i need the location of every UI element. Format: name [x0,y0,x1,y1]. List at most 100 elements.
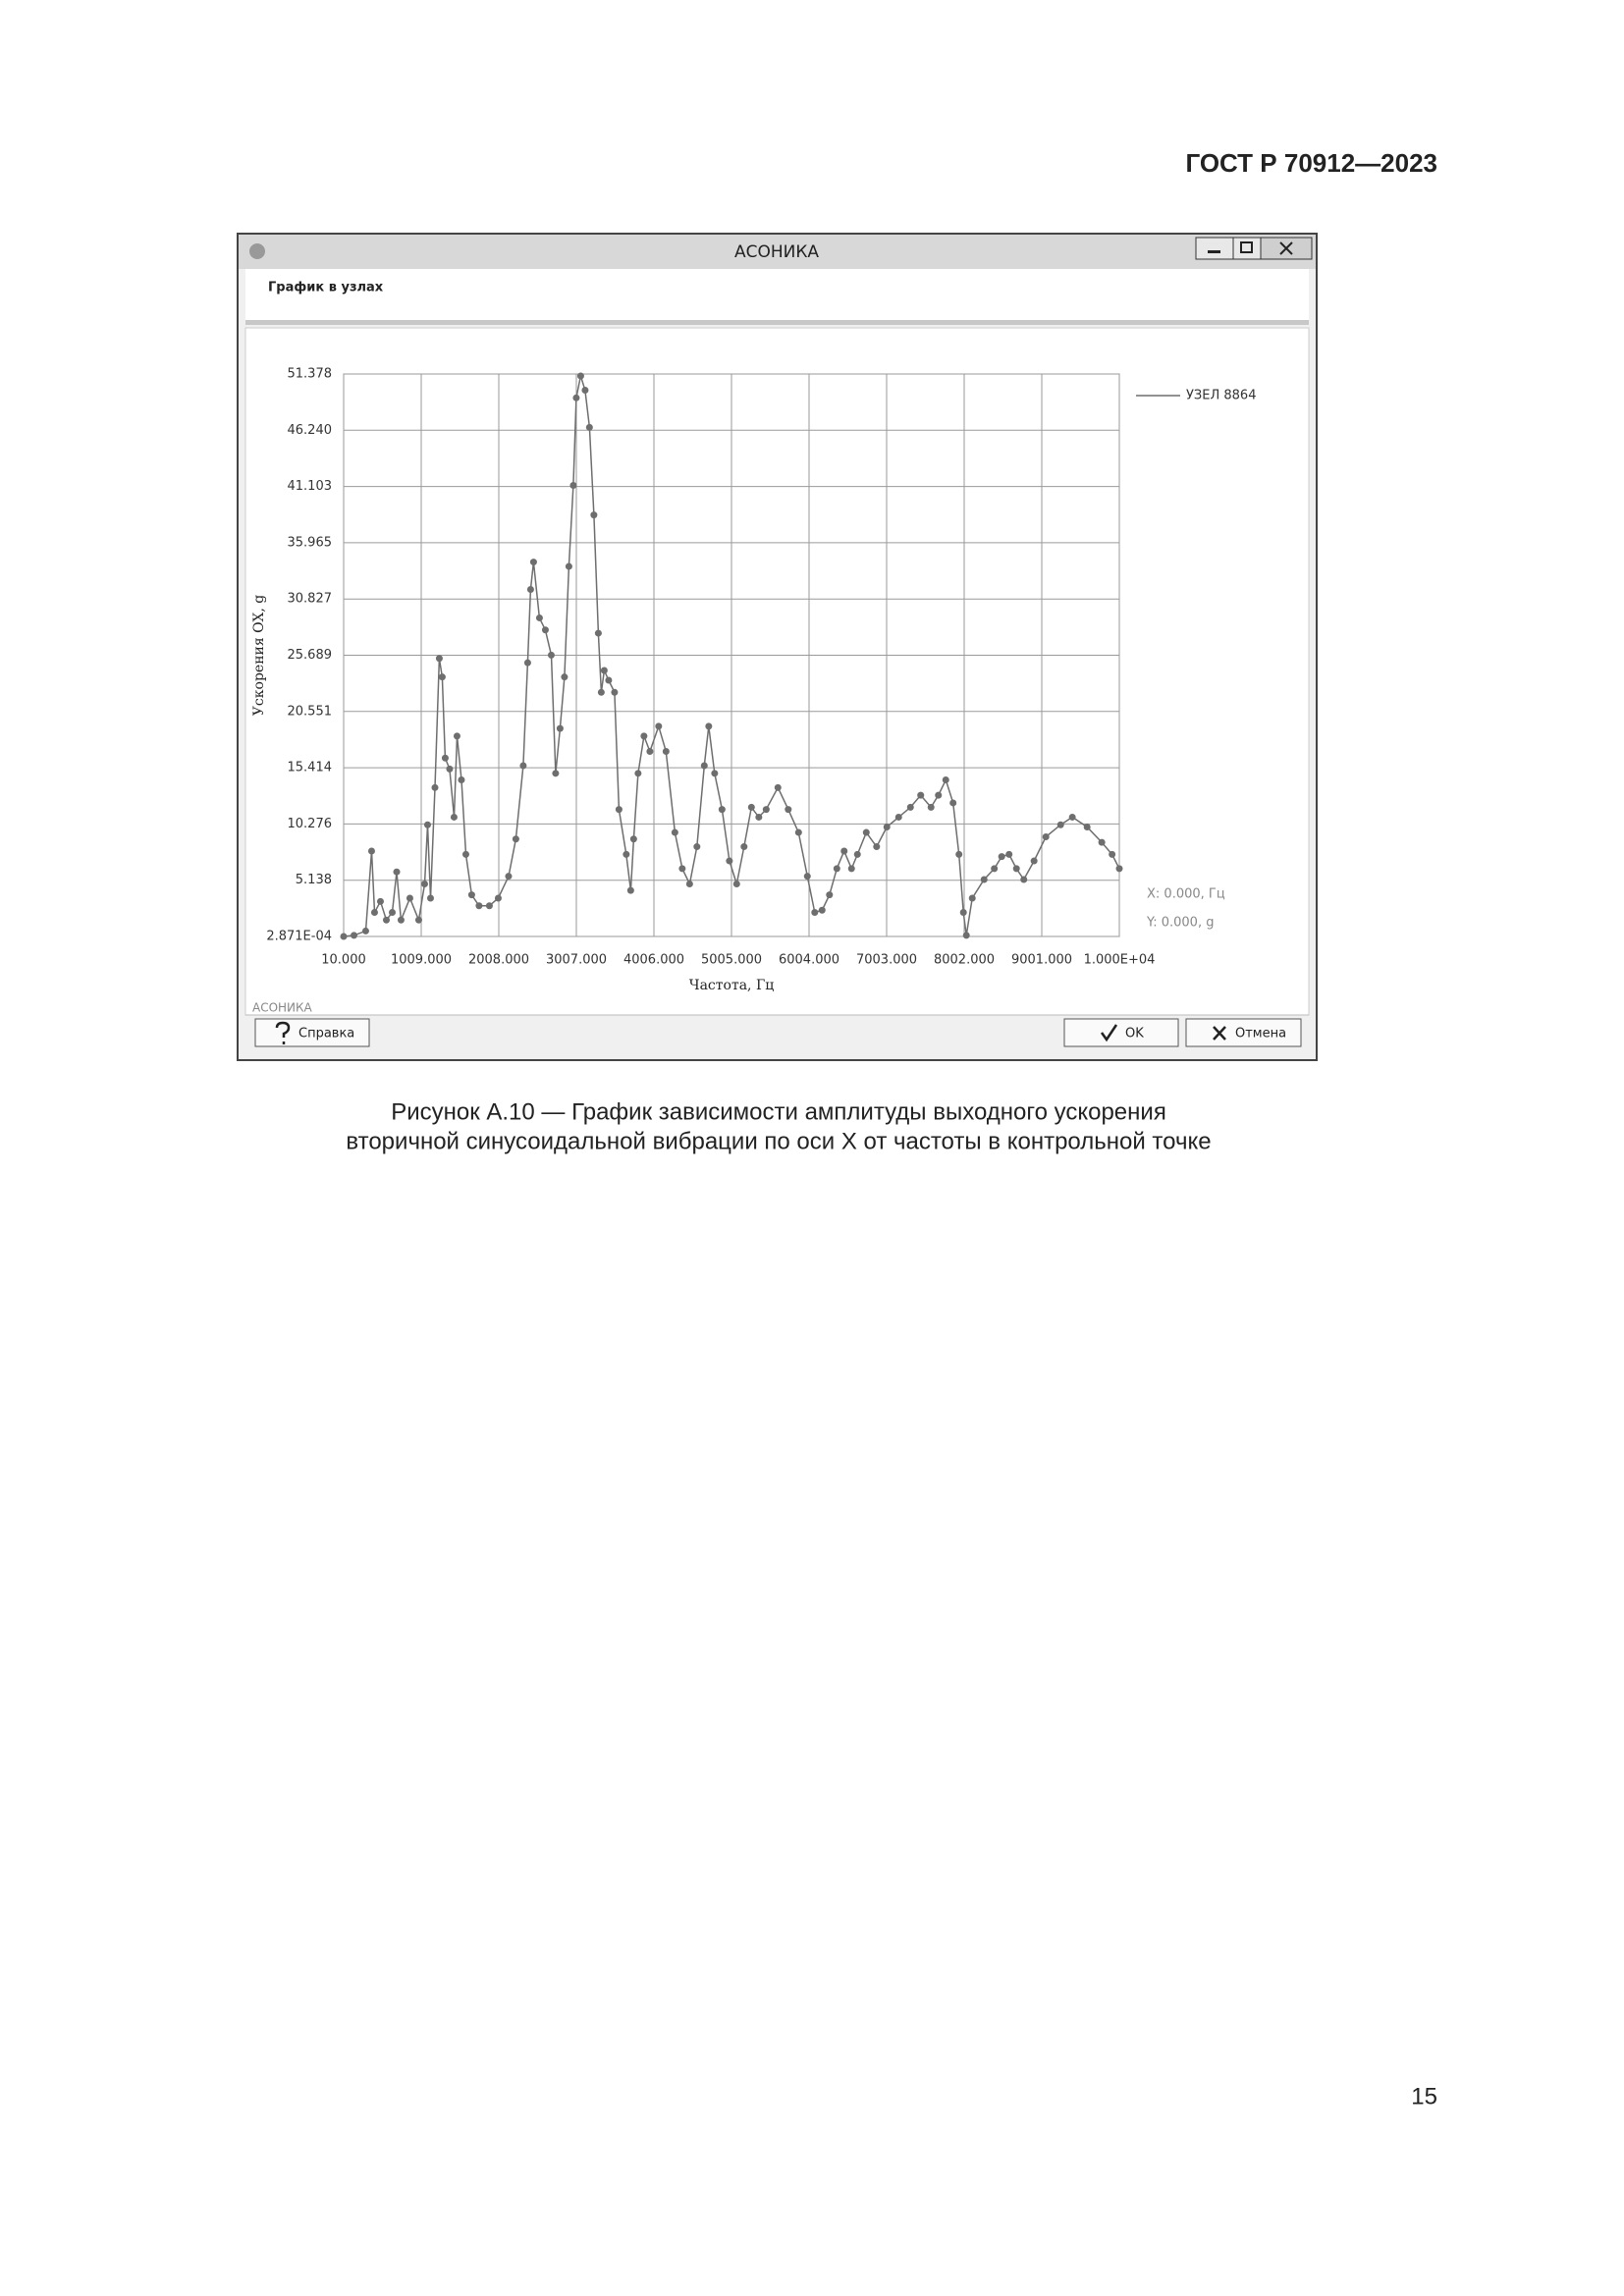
data-point [685,880,693,887]
data-point [774,783,782,791]
data-point [906,803,914,811]
caption-line: Рисунок А.10 — График зависимости амплит… [391,1098,1166,1125]
data-point [998,853,1005,861]
data-point [340,933,348,940]
x-tick-label: 10.000 [321,953,366,968]
data-point [811,908,819,916]
minimize-button[interactable] [1195,237,1234,260]
y-tick-label: 51.378 [288,367,333,382]
data-point [512,835,519,843]
data-point [1115,865,1123,873]
data-point [572,394,580,401]
data-point [980,876,988,883]
data-point [762,806,770,814]
x-tick-label: 7003.000 [856,953,917,968]
app-icon [249,243,265,259]
y-axis-label: Ускорения OX, g [251,595,267,716]
y-tick-label: 2.871E-04 [266,930,332,944]
data-point [453,732,460,740]
data-point [611,688,619,696]
data-point [441,754,449,762]
data-point [382,916,390,924]
help-button[interactable] [254,1018,370,1047]
caption-line: вторичной синусоидальной вибрации по оси… [346,1128,1211,1154]
cancel-button[interactable] [1185,1018,1302,1047]
data-point [646,748,654,756]
data-point [605,676,613,684]
data-point [565,562,572,570]
ok-icon [1100,1024,1118,1042]
data-point [438,673,446,681]
data-point [671,828,678,836]
minimize-icon [1208,250,1220,253]
data-point [1068,813,1076,821]
data-point [818,906,826,914]
data-point [853,850,861,858]
status-label: АСОНИКА [252,1001,313,1015]
data-point [406,894,413,902]
data-point [519,762,527,770]
data-point [376,897,384,905]
data-point [594,629,602,637]
x-tick-label: 9001.000 [1011,953,1072,968]
data-point [693,843,701,851]
y-tick-label: 25.689 [288,648,333,663]
data-point [629,835,637,843]
data-point [826,891,834,899]
data-point [949,799,957,807]
data-point [1109,850,1116,858]
close-icon [1279,241,1293,255]
data-point [485,902,493,910]
data-point [747,803,755,811]
data-point [561,673,568,681]
panel-title: График в узлах [268,281,384,295]
y-tick-label: 20.551 [288,704,333,719]
data-point [662,748,670,756]
data-point [361,927,369,934]
maximize-button[interactable] [1232,237,1262,260]
y-tick-label: 46.240 [288,423,333,438]
data-point [475,902,483,910]
data-point [523,659,531,667]
x-tick-label: 2008.000 [468,953,529,968]
data-point [615,806,623,814]
data-point [367,847,375,855]
window-title: АСОНИКА [734,242,819,262]
data-point [581,386,589,394]
data-point [833,865,840,873]
help-icon [275,1021,291,1044]
data-point [423,821,431,828]
data-point [755,813,763,821]
data-point [640,732,648,740]
data-point [556,724,564,732]
data-point [955,850,963,858]
data-point [600,667,608,674]
data-point [1005,850,1013,858]
data-point [576,372,584,380]
data-point [397,916,405,924]
data-point [894,813,902,821]
y-tick-label: 35.965 [288,535,333,550]
data-point [959,908,967,916]
data-point [840,847,848,855]
ok-button[interactable] [1063,1018,1179,1047]
data-point [705,722,713,730]
data-point [847,865,855,873]
data-point [873,843,881,851]
data-point [927,803,935,811]
data-point [803,873,811,881]
data-point [547,651,555,659]
data-point [535,614,543,621]
data-point [626,886,634,894]
data-point [1056,821,1064,828]
data-point [414,916,422,924]
data-point [968,894,976,902]
data-point [370,908,378,916]
data-point [700,762,708,770]
data-point [467,891,475,899]
data-point [726,857,733,865]
data-point [862,828,870,836]
x-tick-label: 1009.000 [391,953,452,968]
data-point [718,806,726,814]
data-point [541,626,549,634]
